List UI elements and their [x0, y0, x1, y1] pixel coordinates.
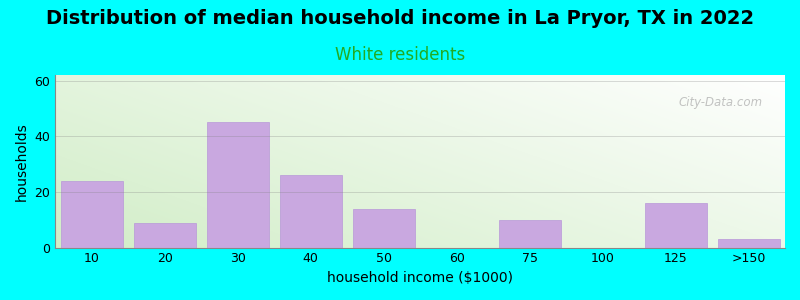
Bar — [61, 181, 122, 248]
Y-axis label: households: households — [15, 122, 29, 201]
Text: City-Data.com: City-Data.com — [679, 96, 763, 109]
Bar — [645, 203, 706, 248]
Bar — [206, 122, 269, 248]
Bar — [498, 220, 561, 248]
Text: Distribution of median household income in La Pryor, TX in 2022: Distribution of median household income … — [46, 9, 754, 28]
Bar — [280, 175, 342, 248]
Bar — [353, 208, 414, 247]
Bar — [718, 239, 779, 248]
X-axis label: household income ($1000): household income ($1000) — [327, 271, 513, 285]
Bar — [134, 223, 196, 247]
Text: White residents: White residents — [335, 46, 465, 64]
